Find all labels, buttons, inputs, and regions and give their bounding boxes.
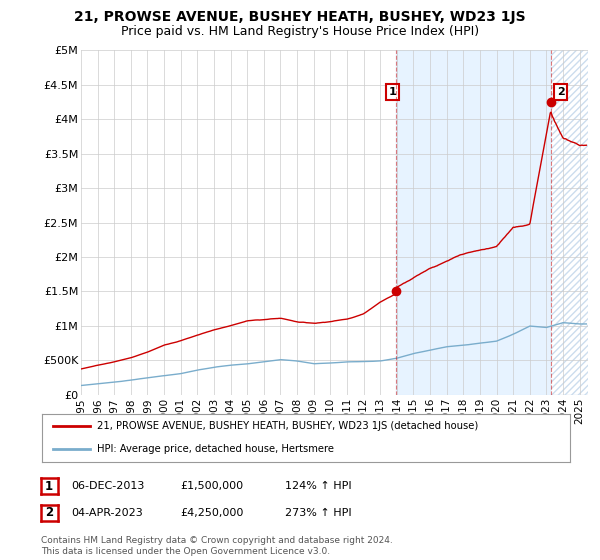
Text: 124% ↑ HPI: 124% ↑ HPI xyxy=(285,481,352,491)
Text: 2: 2 xyxy=(557,87,565,97)
Text: Contains HM Land Registry data © Crown copyright and database right 2024.
This d: Contains HM Land Registry data © Crown c… xyxy=(41,536,392,556)
Text: 21, PROWSE AVENUE, BUSHEY HEATH, BUSHEY, WD23 1JS: 21, PROWSE AVENUE, BUSHEY HEATH, BUSHEY,… xyxy=(74,10,526,24)
Text: £1,500,000: £1,500,000 xyxy=(180,481,243,491)
Bar xyxy=(551,50,600,395)
Text: 273% ↑ HPI: 273% ↑ HPI xyxy=(285,508,352,518)
Bar xyxy=(395,50,551,395)
Text: 06-DEC-2013: 06-DEC-2013 xyxy=(71,481,144,491)
Text: Price paid vs. HM Land Registry's House Price Index (HPI): Price paid vs. HM Land Registry's House … xyxy=(121,25,479,38)
Text: 2: 2 xyxy=(45,506,53,520)
Text: 1: 1 xyxy=(388,87,396,97)
Text: 1: 1 xyxy=(45,479,53,493)
Text: £4,250,000: £4,250,000 xyxy=(180,508,244,518)
Text: 21, PROWSE AVENUE, BUSHEY HEATH, BUSHEY, WD23 1JS (detached house): 21, PROWSE AVENUE, BUSHEY HEATH, BUSHEY,… xyxy=(97,421,479,431)
Text: HPI: Average price, detached house, Hertsmere: HPI: Average price, detached house, Hert… xyxy=(97,444,334,454)
Text: 04-APR-2023: 04-APR-2023 xyxy=(71,508,143,518)
